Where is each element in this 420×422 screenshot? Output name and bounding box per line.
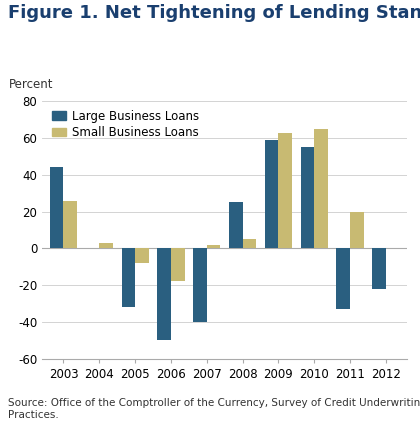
Bar [99, 243, 113, 249]
Bar [350, 211, 364, 249]
Text: Figure 1. Net Tightening of Lending Standards: Figure 1. Net Tightening of Lending Stan… [8, 4, 420, 22]
Bar [207, 245, 220, 249]
Bar [63, 200, 77, 249]
Bar [229, 203, 243, 249]
Bar [336, 249, 350, 309]
Bar [243, 239, 256, 249]
Bar [171, 249, 184, 281]
Text: Percent: Percent [8, 78, 53, 91]
Text: Source: Office of the Comptroller of the Currency, Survey of Credit Underwriting: Source: Office of the Comptroller of the… [8, 398, 420, 420]
Bar [314, 129, 328, 249]
Bar [301, 147, 314, 249]
Bar [278, 133, 292, 249]
Bar [265, 140, 278, 249]
Bar [135, 249, 149, 263]
Bar [50, 168, 63, 249]
Bar [158, 249, 171, 340]
Bar [372, 249, 386, 289]
Bar [193, 249, 207, 322]
Bar [121, 249, 135, 307]
Legend: Large Business Loans, Small Business Loans: Large Business Loans, Small Business Loa… [52, 110, 199, 139]
